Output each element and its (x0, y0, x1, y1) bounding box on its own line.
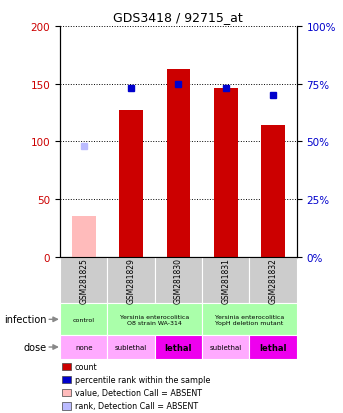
Bar (62, 389, 71, 396)
Bar (72, 217, 95, 257)
Bar (119, 111, 143, 257)
Bar (62, 363, 71, 370)
Bar (107, 336, 155, 359)
Bar (202, 257, 249, 304)
Text: none: none (75, 344, 93, 350)
Text: lethal: lethal (259, 343, 287, 351)
Bar (62, 402, 71, 410)
Bar (155, 257, 202, 304)
Text: value, Detection Call = ABSENT: value, Detection Call = ABSENT (75, 388, 202, 397)
Text: GSM281829: GSM281829 (127, 257, 135, 303)
Bar (202, 304, 297, 336)
Text: Yersinia enterocolitica
O8 strain WA-314: Yersinia enterocolitica O8 strain WA-314 (120, 314, 189, 325)
Title: GDS3418 / 92715_at: GDS3418 / 92715_at (114, 11, 243, 24)
Text: control: control (73, 317, 95, 322)
Bar (60, 304, 107, 336)
Text: infection: infection (4, 315, 46, 325)
Bar (202, 336, 249, 359)
Bar (261, 126, 285, 257)
Text: GSM281832: GSM281832 (269, 257, 277, 303)
Text: sublethal: sublethal (210, 344, 242, 350)
Text: sublethal: sublethal (115, 344, 147, 350)
Bar (107, 257, 155, 304)
Text: GSM281830: GSM281830 (174, 257, 183, 303)
Text: lethal: lethal (165, 343, 192, 351)
Text: GSM281825: GSM281825 (79, 257, 88, 303)
Text: Yersinia enterocolitica
YopH deletion mutant: Yersinia enterocolitica YopH deletion mu… (215, 314, 284, 325)
Text: GSM281831: GSM281831 (221, 257, 230, 303)
Bar (60, 336, 107, 359)
Bar (107, 304, 202, 336)
Text: rank, Detection Call = ABSENT: rank, Detection Call = ABSENT (75, 401, 198, 411)
Bar (155, 336, 202, 359)
Bar (62, 376, 71, 383)
Text: percentile rank within the sample: percentile rank within the sample (75, 375, 210, 385)
Text: count: count (75, 362, 97, 371)
Bar (249, 257, 297, 304)
Bar (214, 89, 237, 257)
Text: dose: dose (23, 342, 46, 352)
Bar (249, 336, 297, 359)
Bar (60, 257, 107, 304)
Bar (167, 69, 190, 257)
